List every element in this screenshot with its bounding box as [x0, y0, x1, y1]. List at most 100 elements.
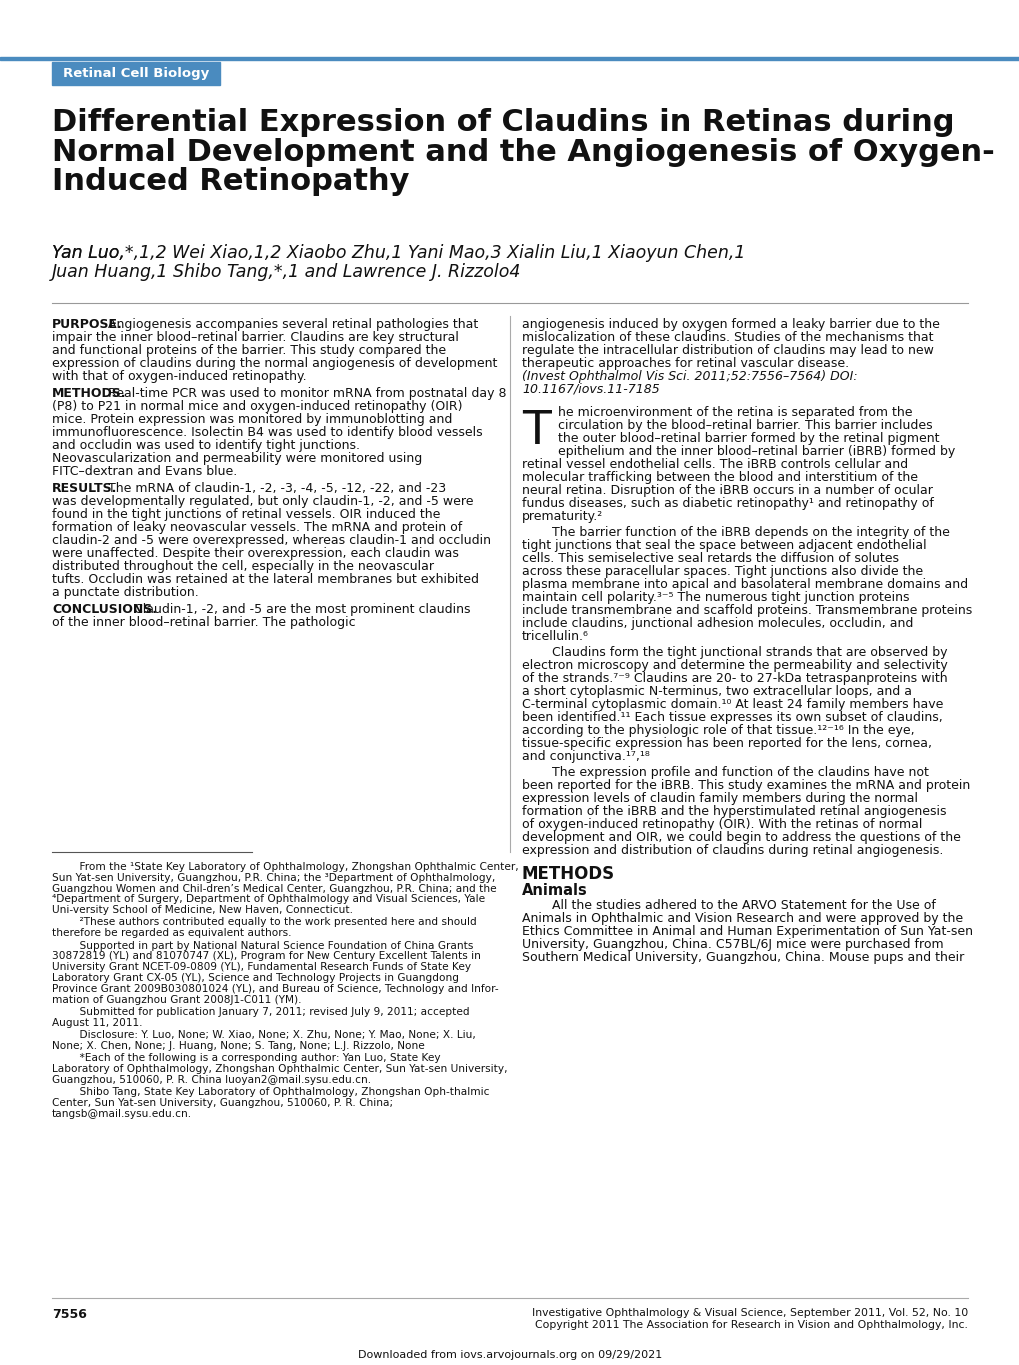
Text: of the inner blood–retinal barrier. The pathologic: of the inner blood–retinal barrier. The … [52, 616, 356, 629]
Text: molecular trafficking between the blood and interstitium of the: molecular trafficking between the blood … [522, 471, 917, 485]
Text: Downloaded from iovs.arvojournals.org on 09/29/2021: Downloaded from iovs.arvojournals.org on… [358, 1350, 661, 1360]
Text: Laboratory Grant CX-05 (YL), Science and Technology Projects in Guangdong: Laboratory Grant CX-05 (YL), Science and… [52, 973, 459, 983]
Text: fundus diseases, such as diabetic retinopathy¹ and retinopathy of: fundus diseases, such as diabetic retino… [522, 497, 933, 511]
Text: he microenvironment of the retina is separated from the: he microenvironment of the retina is sep… [557, 405, 912, 419]
Text: August 11, 2011.: August 11, 2011. [52, 1018, 143, 1028]
Text: mation of Guangzhou Grant 2008J1-C011 (YM).: mation of Guangzhou Grant 2008J1-C011 (Y… [52, 995, 302, 1005]
Text: impair the inner blood–retinal barrier. Claudins are key structural: impair the inner blood–retinal barrier. … [52, 330, 459, 344]
Text: Induced Retinopathy: Induced Retinopathy [52, 168, 409, 197]
Text: 30872819 (YL) and 81070747 (XL), Program for New Century Excellent Talents in: 30872819 (YL) and 81070747 (XL), Program… [52, 951, 480, 961]
Text: regulate the intracellular distribution of claudins may lead to new: regulate the intracellular distribution … [522, 344, 933, 358]
Text: Investigative Ophthalmology & Visual Science, September 2011, Vol. 52, No. 10: Investigative Ophthalmology & Visual Sci… [531, 1308, 967, 1319]
Text: From the ¹State Key Laboratory of Ophthalmology, Zhongshan Ophthalmic Center,: From the ¹State Key Laboratory of Ophtha… [66, 863, 518, 872]
Text: expression and distribution of claudins during retinal angiogenesis.: expression and distribution of claudins … [522, 844, 943, 857]
Text: All the studies adhered to the ARVO Statement for the Use of: All the studies adhered to the ARVO Stat… [535, 900, 935, 912]
Text: Sun Yat-sen University, Guangzhou, P.R. China; the ³Department of Ophthalmology,: Sun Yat-sen University, Guangzhou, P.R. … [52, 872, 495, 883]
Text: been identified.¹¹ Each tissue expresses its own subset of claudins,: been identified.¹¹ Each tissue expresses… [522, 711, 942, 723]
Text: therefore be regarded as equivalent authors.: therefore be regarded as equivalent auth… [52, 928, 291, 938]
Text: expression of claudins during the normal angiogenesis of development: expression of claudins during the normal… [52, 358, 497, 370]
Text: mislocalization of these claudins. Studies of the mechanisms that: mislocalization of these claudins. Studi… [522, 330, 932, 344]
Text: expression levels of claudin family members during the normal: expression levels of claudin family memb… [522, 792, 917, 805]
Text: None; X. Chen, None; J. Huang, None; S. Tang, None; L.J. Rizzolo, None: None; X. Chen, None; J. Huang, None; S. … [52, 1040, 424, 1051]
Text: Claudin-1, -2, and -5 are the most prominent claudins: Claudin-1, -2, and -5 are the most promi… [129, 603, 470, 616]
Bar [52, 61, 220, 85]
Text: were unaffected. Despite their overexpression, each claudin was: were unaffected. Despite their overexpre… [52, 547, 459, 560]
Text: PURPOSE.: PURPOSE. [52, 318, 122, 330]
Text: Guangzhou, 510060, P. R. China luoyan2@mail.sysu.edu.cn.: Guangzhou, 510060, P. R. China luoyan2@m… [52, 1074, 371, 1085]
Text: a short cytoplasmic N-terminus, two extracellular loops, and a: a short cytoplasmic N-terminus, two extr… [522, 685, 911, 698]
Text: C-terminal cytoplasmic domain.¹⁰ At least 24 family members have: C-terminal cytoplasmic domain.¹⁰ At leas… [522, 698, 943, 711]
Text: tufts. Occludin was retained at the lateral membranes but exhibited: tufts. Occludin was retained at the late… [52, 573, 479, 586]
Text: the outer blood–retinal barrier formed by the retinal pigment: the outer blood–retinal barrier formed b… [557, 431, 938, 445]
Text: been reported for the iBRB. This study examines the mRNA and protein: been reported for the iBRB. This study e… [522, 779, 969, 792]
Text: Differential Expression of Claudins in Retinas during: Differential Expression of Claudins in R… [52, 108, 954, 136]
Text: Claudins form the tight junctional strands that are observed by: Claudins form the tight junctional stran… [535, 646, 947, 659]
Text: Supported in part by National Natural Science Foundation of China Grants: Supported in part by National Natural Sc… [66, 940, 473, 950]
Text: neural retina. Disruption of the iBRB occurs in a number of ocular: neural retina. Disruption of the iBRB oc… [522, 485, 932, 497]
Text: Guangzhou Women and Chil-dren’s Medical Center, Guangzhou, P.R. China; and the: Guangzhou Women and Chil-dren’s Medical … [52, 883, 496, 894]
Text: electron microscopy and determine the permeability and selectivity: electron microscopy and determine the pe… [522, 659, 947, 672]
Text: (Invest Ophthalmol Vis Sci. 2011;52:7556–7564) DOI:: (Invest Ophthalmol Vis Sci. 2011;52:7556… [522, 370, 857, 384]
Text: 7556: 7556 [52, 1308, 87, 1321]
Text: 10.1167/iovs.11-7185: 10.1167/iovs.11-7185 [522, 384, 659, 396]
Text: University Grant NCET-09-0809 (YL), Fundamental Research Funds of State Key: University Grant NCET-09-0809 (YL), Fund… [52, 962, 471, 972]
Text: (P8) to P21 in normal mice and oxygen-induced retinopathy (OIR): (P8) to P21 in normal mice and oxygen-in… [52, 400, 462, 414]
Text: therapeutic approaches for retinal vascular disease.: therapeutic approaches for retinal vascu… [522, 358, 848, 370]
Text: found in the tight junctions of retinal vessels. OIR induced the: found in the tight junctions of retinal … [52, 508, 440, 521]
Text: formation of the iBRB and the hyperstimulated retinal angiogenesis: formation of the iBRB and the hyperstimu… [522, 805, 946, 818]
Text: a punctate distribution.: a punctate distribution. [52, 586, 199, 599]
Text: CONCLUSIONS.: CONCLUSIONS. [52, 603, 157, 616]
Text: mice. Protein expression was monitored by immunoblotting and: mice. Protein expression was monitored b… [52, 414, 452, 426]
Text: tangsb@mail.sysu.edu.cn.: tangsb@mail.sysu.edu.cn. [52, 1108, 192, 1118]
Text: Province Grant 2009B030801024 (YL), and Bureau of Science, Technology and Infor-: Province Grant 2009B030801024 (YL), and … [52, 984, 498, 994]
Text: formation of leaky neovascular vessels. The mRNA and protein of: formation of leaky neovascular vessels. … [52, 521, 462, 534]
Text: immunofluorescence. Isolectin B4 was used to identify blood vessels: immunofluorescence. Isolectin B4 was use… [52, 426, 482, 440]
Text: FITC–dextran and Evans blue.: FITC–dextran and Evans blue. [52, 465, 237, 478]
Text: RESULTS.: RESULTS. [52, 482, 117, 495]
Text: tissue-specific expression has been reported for the lens, cornea,: tissue-specific expression has been repo… [522, 737, 931, 749]
Text: Ethics Committee in Animal and Human Experimentation of Sun Yat-sen: Ethics Committee in Animal and Human Exp… [522, 925, 972, 938]
Text: University, Guangzhou, China. C57BL/6J mice were purchased from: University, Guangzhou, China. C57BL/6J m… [522, 938, 943, 951]
Text: and conjunctiva.¹⁷,¹⁸: and conjunctiva.¹⁷,¹⁸ [522, 749, 649, 763]
Text: Southern Medical University, Guangzhou, China. Mouse pups and their: Southern Medical University, Guangzhou, … [522, 951, 963, 964]
Text: Yan Luo,: Yan Luo, [52, 244, 124, 262]
Text: Yan Luo,*,1,2 Wei Xiao,1,2 Xiaobo Zhu,1 Yani Mao,3 Xialin Liu,1 Xiaoyun Chen,1: Yan Luo,*,1,2 Wei Xiao,1,2 Xiaobo Zhu,1 … [52, 244, 745, 262]
Text: was developmentally regulated, but only claudin-1, -2, and -5 were: was developmentally regulated, but only … [52, 495, 473, 508]
Text: include claudins, junctional adhesion molecules, occludin, and: include claudins, junctional adhesion mo… [522, 617, 912, 631]
Text: *Each of the following is a corresponding author: Yan Luo, State Key: *Each of the following is a correspondin… [66, 1054, 440, 1063]
Text: Uni-versity School of Medicine, New Haven, Connecticut.: Uni-versity School of Medicine, New Have… [52, 905, 353, 915]
Text: and functional proteins of the barrier. This study compared the: and functional proteins of the barrier. … [52, 344, 445, 358]
Text: cells. This semiselective seal retards the diffusion of solutes: cells. This semiselective seal retards t… [522, 551, 898, 565]
Text: ²These authors contributed equally to the work presented here and should: ²These authors contributed equally to th… [66, 917, 476, 927]
Text: and occludin was used to identify tight junctions.: and occludin was used to identify tight … [52, 440, 360, 452]
Text: with that of oxygen-induced retinopathy.: with that of oxygen-induced retinopathy. [52, 370, 307, 384]
Text: tight junctions that seal the space between adjacent endothelial: tight junctions that seal the space betw… [522, 539, 925, 551]
Text: angiogenesis induced by oxygen formed a leaky barrier due to the: angiogenesis induced by oxygen formed a … [522, 318, 938, 330]
Text: Animals: Animals [522, 883, 587, 898]
Text: The mRNA of claudin-1, -2, -3, -4, -5, -12, -22, and -23: The mRNA of claudin-1, -2, -3, -4, -5, -… [104, 482, 445, 495]
Text: T: T [522, 410, 550, 455]
Text: Normal Development and the Angiogenesis of Oxygen-: Normal Development and the Angiogenesis … [52, 138, 994, 167]
Text: development and OIR, we could begin to address the questions of the: development and OIR, we could begin to a… [522, 831, 960, 844]
Text: Copyright 2011 The Association for Research in Vision and Ophthalmology, Inc.: Copyright 2011 The Association for Resea… [535, 1320, 967, 1330]
Text: maintain cell polarity.³⁻⁵ The numerous tight junction proteins: maintain cell polarity.³⁻⁵ The numerous … [522, 591, 909, 603]
Text: Real-time PCR was used to monitor mRNA from postnatal day 8: Real-time PCR was used to monitor mRNA f… [104, 388, 506, 400]
Text: Submitted for publication January 7, 2011; revised July 9, 2011; accepted: Submitted for publication January 7, 201… [66, 1007, 469, 1017]
Text: plasma membrane into apical and basolateral membrane domains and: plasma membrane into apical and basolate… [522, 577, 967, 591]
Text: METHODS: METHODS [522, 865, 614, 883]
Text: Disclosure: Y. Luo, None; W. Xiao, None; X. Zhu, None; Y. Mao, None; X. Liu,: Disclosure: Y. Luo, None; W. Xiao, None;… [66, 1031, 475, 1040]
Text: of the strands.⁷⁻⁹ Claudins are 20- to 27-kDa tetraspanproteins with: of the strands.⁷⁻⁹ Claudins are 20- to 2… [522, 672, 947, 685]
Text: Retinal Cell Biology: Retinal Cell Biology [63, 67, 209, 81]
Text: Juan Huang,1 Shibo Tang,*,1 and Lawrence J. Rizzolo4: Juan Huang,1 Shibo Tang,*,1 and Lawrence… [52, 263, 521, 281]
Text: Center, Sun Yat-sen University, Guangzhou, 510060, P. R. China;: Center, Sun Yat-sen University, Guangzho… [52, 1097, 392, 1108]
Text: tricellulin.⁶: tricellulin.⁶ [522, 631, 588, 643]
Text: across these paracellular spaces. Tight junctions also divide the: across these paracellular spaces. Tight … [522, 565, 922, 577]
Text: Laboratory of Ophthalmology, Zhongshan Ophthalmic Center, Sun Yat-sen University: Laboratory of Ophthalmology, Zhongshan O… [52, 1063, 507, 1074]
Bar [0, 57, 1019, 60]
Text: The expression profile and function of the claudins have not: The expression profile and function of t… [535, 766, 928, 779]
Text: The barrier function of the iBRB depends on the integrity of the: The barrier function of the iBRB depends… [535, 526, 949, 539]
Text: Neovascularization and permeability were monitored using: Neovascularization and permeability were… [52, 452, 422, 465]
Text: epithelium and the inner blood–retinal barrier (iBRB) formed by: epithelium and the inner blood–retinal b… [557, 445, 955, 459]
Text: Angiogenesis accompanies several retinal pathologies that: Angiogenesis accompanies several retinal… [104, 318, 478, 330]
Text: claudin-2 and -5 were overexpressed, whereas claudin-1 and occludin: claudin-2 and -5 were overexpressed, whe… [52, 534, 490, 547]
